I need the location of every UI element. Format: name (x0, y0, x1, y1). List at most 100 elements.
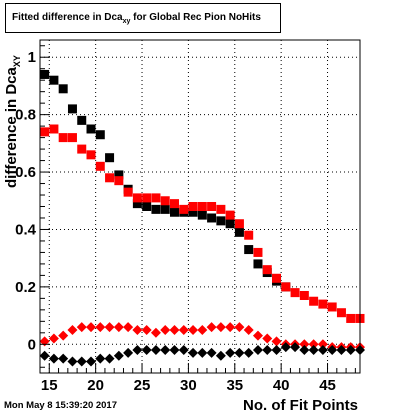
data-point-diamond (132, 345, 143, 356)
data-point-diamond (290, 342, 301, 353)
timestamp: Mon May 8 15:39:20 2017 (4, 400, 118, 411)
data-point-square (142, 193, 152, 203)
data-point-square (234, 227, 244, 237)
data-point-diamond (86, 322, 97, 333)
data-point-square (216, 204, 226, 214)
data-point-diamond (252, 345, 263, 356)
data-point-diamond (150, 345, 161, 356)
data-point-square (318, 299, 328, 309)
y-axis-label-text: difference in Dca (3, 66, 20, 188)
data-point-diamond (123, 322, 134, 333)
data-point-square (160, 204, 170, 214)
data-point-square (58, 84, 68, 94)
data-point-square (299, 290, 309, 300)
data-point-diamond (317, 345, 328, 356)
data-point-diamond (76, 356, 87, 367)
data-point-square (216, 216, 226, 226)
data-point-diamond (299, 339, 310, 350)
data-point-diamond (225, 347, 236, 358)
data-point-diamond (206, 347, 217, 358)
data-point-diamond (215, 322, 226, 333)
data-point-diamond (197, 324, 208, 335)
data-point-diamond (197, 347, 208, 358)
data-point-square (105, 173, 115, 183)
data-point-square (40, 127, 50, 137)
x-tick-label: 25 (134, 377, 151, 394)
data-point-diamond (234, 322, 245, 333)
data-point-square (244, 230, 254, 240)
data-point-diamond (188, 347, 199, 358)
data-point-square (244, 245, 254, 255)
data-point-square (169, 199, 179, 209)
data-point-diamond (39, 336, 50, 347)
data-point-square (132, 193, 142, 203)
y-tick-label: 0.2 (15, 279, 36, 296)
data-point-diamond (160, 324, 171, 335)
data-point-square (225, 219, 235, 229)
data-point-diamond (271, 345, 282, 356)
data-point-diamond (132, 324, 143, 335)
data-point-square (262, 265, 272, 275)
data-point-square (67, 133, 77, 143)
data-point-square (86, 124, 96, 134)
y-tick-label: 1 (28, 49, 36, 66)
x-axis-label: No. of Fit Points (243, 397, 358, 414)
y-tick-label: 0.8 (15, 107, 36, 124)
data-point-diamond (160, 345, 171, 356)
x-tick-label: 45 (319, 377, 336, 394)
data-point-diamond (141, 345, 152, 356)
data-point-diamond (86, 356, 97, 367)
data-point-square (77, 144, 87, 154)
data-point-diamond (141, 324, 152, 335)
data-point-square (114, 170, 124, 180)
data-point-diamond (215, 350, 226, 361)
data-point-diamond (150, 327, 161, 338)
data-point-diamond (76, 322, 87, 333)
data-point-diamond (327, 345, 338, 356)
series-1 (40, 124, 365, 323)
series-2 (39, 322, 365, 353)
data-point-diamond (317, 339, 328, 350)
data-point-diamond (58, 353, 69, 364)
data-point-square (207, 213, 217, 223)
data-point-diamond (67, 356, 78, 367)
data-point-diamond (104, 322, 115, 333)
grid (40, 40, 360, 373)
data-point-diamond (169, 324, 180, 335)
data-point-diamond (113, 350, 124, 361)
data-point-diamond (178, 345, 189, 356)
data-markers (39, 69, 365, 367)
data-point-square (188, 202, 198, 211)
data-point-diamond (280, 342, 291, 353)
data-point-diamond (58, 330, 69, 341)
y-axis-label: difference in DcaXY (3, 55, 22, 188)
data-point-square (309, 296, 319, 306)
data-point-square (77, 115, 87, 125)
data-point-diamond (271, 336, 282, 347)
data-point-square (114, 176, 124, 186)
x-tick-label: 30 (180, 377, 197, 394)
data-point-diamond (48, 333, 59, 344)
data-point-diamond (262, 345, 273, 356)
data-point-square (95, 161, 105, 171)
data-point-square (49, 124, 59, 134)
data-point-diamond (188, 324, 199, 335)
data-point-diamond (123, 347, 134, 358)
data-point-square (40, 69, 50, 79)
y-axis-label-subscript: XY (12, 55, 22, 67)
data-point-square (86, 150, 96, 160)
data-point-diamond (243, 324, 254, 335)
data-point-diamond (67, 324, 78, 335)
x-tick-label: 20 (87, 377, 104, 394)
data-point-diamond (308, 345, 319, 356)
data-point-square (188, 207, 198, 217)
data-point-square (179, 204, 189, 214)
data-point-square (58, 133, 68, 143)
x-tick-label: 15 (41, 377, 58, 394)
data-point-square (253, 259, 263, 269)
data-point-square (346, 313, 356, 323)
data-point-square (132, 199, 142, 209)
data-point-diamond (336, 345, 347, 356)
data-point-square (142, 202, 152, 211)
